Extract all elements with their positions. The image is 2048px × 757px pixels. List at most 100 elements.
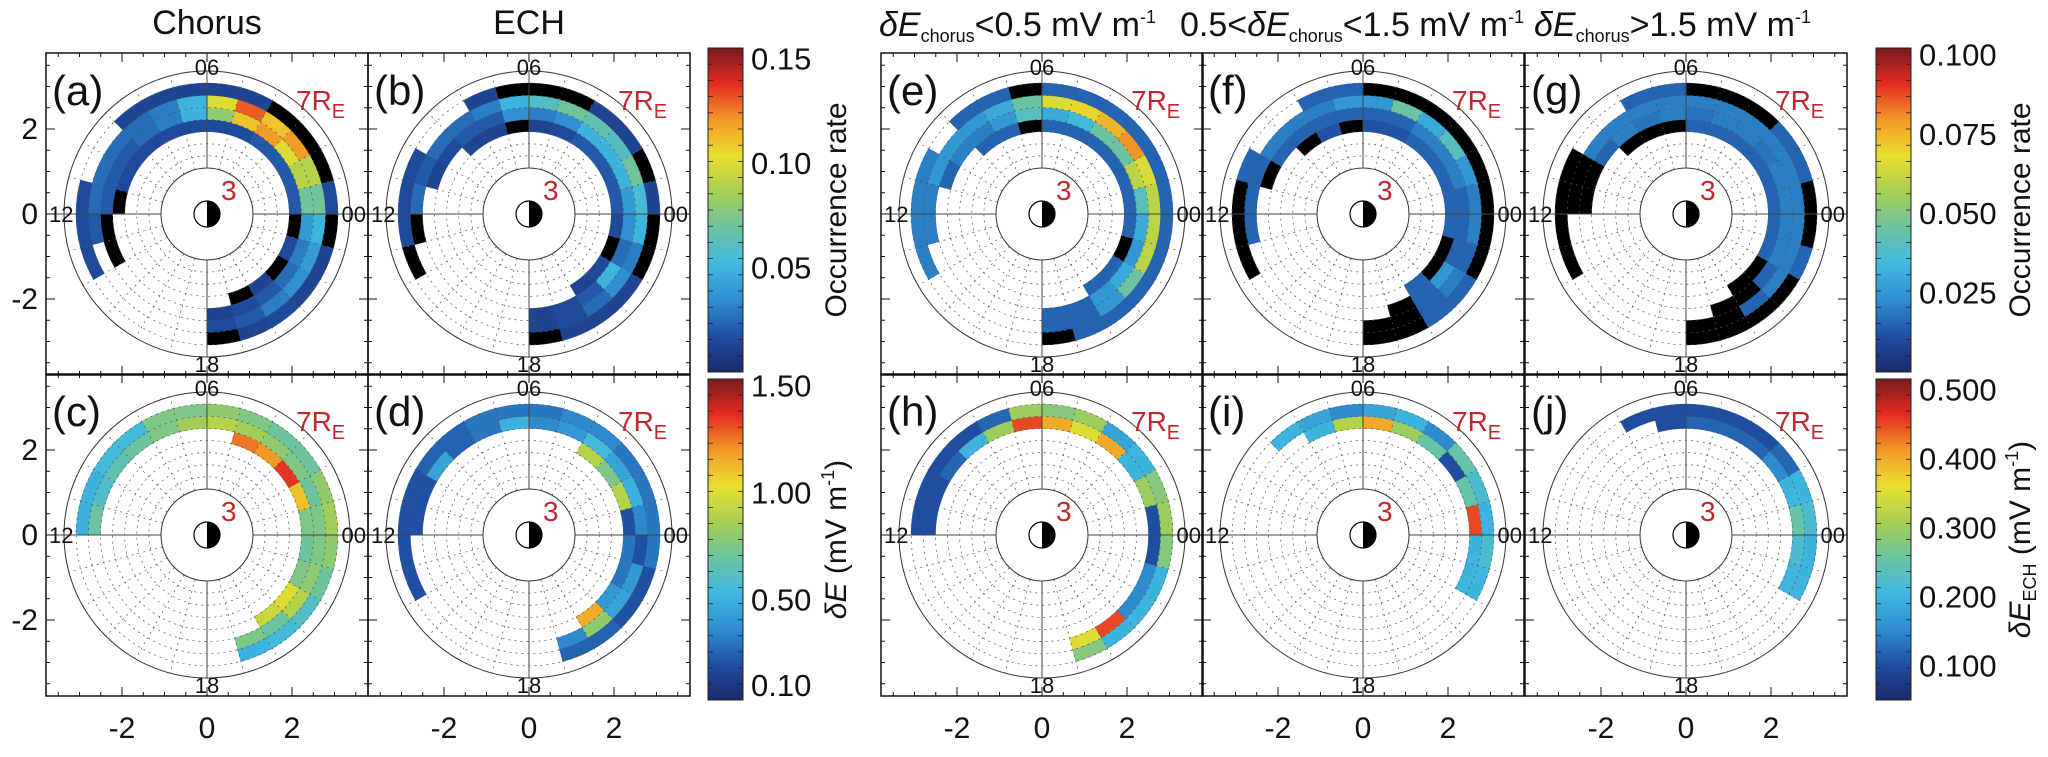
grid-radial bbox=[1697, 396, 1724, 491]
mlt-label-12: 12 bbox=[49, 202, 73, 227]
grid-radial bbox=[1238, 236, 1324, 286]
grid-radial bbox=[903, 225, 998, 252]
grid-radial bbox=[1584, 433, 1654, 503]
grid-radial bbox=[561, 112, 631, 182]
colorbar-occ_left: 0.15 0.10 0.05 Occurrence rate bbox=[707, 41, 853, 373]
outer-radius-label: 7RE bbox=[1452, 85, 1501, 123]
grid-radial bbox=[457, 89, 507, 175]
grid-radial bbox=[1395, 246, 1465, 316]
grid-radial bbox=[1648, 396, 1675, 491]
panel-label: (e) bbox=[887, 67, 938, 114]
grid-radial bbox=[1224, 225, 1319, 252]
grid-radial bbox=[1238, 557, 1324, 607]
group-titles: δEchorus<0.5 mV m-1 0.5<δEchorus<1.5 mV m… bbox=[879, 6, 1811, 46]
mlt-label-06: 06 bbox=[1030, 376, 1054, 401]
y-tick-label: 2 bbox=[21, 113, 38, 146]
grid-radial bbox=[404, 557, 490, 607]
grid-radial bbox=[427, 112, 497, 182]
outer-radius-value: 7R bbox=[618, 406, 654, 437]
grid-radial bbox=[1402, 236, 1488, 286]
outer-radius-value: 7R bbox=[1131, 85, 1167, 116]
outer-radius-label: 7RE bbox=[1131, 406, 1180, 444]
mlt-label-18: 18 bbox=[517, 352, 541, 377]
grid-radial bbox=[1547, 225, 1642, 252]
grid-radial bbox=[540, 579, 567, 674]
grid-radial bbox=[1561, 463, 1647, 513]
colorbar-label-superscript: -1 bbox=[818, 470, 838, 486]
grid-radial bbox=[917, 557, 1003, 607]
x-tick-label: -2 bbox=[109, 712, 136, 745]
x-tick-label: 2 bbox=[284, 712, 301, 745]
grid-radial bbox=[1086, 225, 1181, 252]
earth-night-side-icon bbox=[529, 522, 542, 548]
y-tick-label: -2 bbox=[11, 283, 38, 316]
colorbar-tick-label: 0.10 bbox=[751, 146, 811, 181]
grid-radial bbox=[1395, 112, 1465, 182]
grid-radial bbox=[1074, 112, 1144, 182]
grid-radial bbox=[218, 75, 245, 170]
grid-radial bbox=[427, 246, 497, 316]
colorbar-label-unit: (mV m bbox=[820, 486, 853, 583]
earth-night-side-icon bbox=[1363, 522, 1376, 548]
colorbar-label: δE (mV m-1) bbox=[818, 460, 853, 619]
mlt-label-12: 12 bbox=[371, 523, 395, 548]
grid-radial bbox=[1064, 410, 1114, 496]
inner-radius-label: 3 bbox=[221, 175, 237, 206]
grid-radial bbox=[1053, 396, 1080, 491]
colorbar-label-symbol: δE bbox=[820, 582, 853, 620]
colorbar-tick-label: 0.100 bbox=[1919, 37, 1997, 72]
mlt-label-18: 18 bbox=[1030, 673, 1054, 698]
grid-radial bbox=[1402, 557, 1488, 607]
grid-radial bbox=[246, 557, 332, 607]
grid-radial bbox=[135, 253, 185, 339]
grid-radial bbox=[229, 89, 279, 175]
heatmap-cell bbox=[103, 238, 126, 268]
colorbar-tick-label: 0.075 bbox=[1919, 117, 1997, 152]
panel-d: (d) 06 18 12 00 7RE 3 bbox=[367, 373, 691, 698]
mlt-label-12: 12 bbox=[1205, 202, 1229, 227]
grid-radial bbox=[427, 433, 497, 503]
grid-radial bbox=[970, 89, 1020, 175]
grid-radial bbox=[1402, 142, 1488, 192]
x-tick-label: -2 bbox=[1265, 712, 1292, 745]
grid-radial bbox=[1064, 89, 1114, 175]
grid-radial bbox=[169, 579, 196, 674]
colorbar-tick-label: 0.100 bbox=[1919, 648, 1997, 683]
grid-radial bbox=[1547, 176, 1642, 203]
panel-label: (d) bbox=[374, 388, 425, 435]
grid-radial bbox=[1395, 567, 1465, 637]
x-tick-label: -2 bbox=[431, 712, 458, 745]
grid-radial bbox=[1708, 410, 1758, 496]
group-title-symbol: δE bbox=[1247, 6, 1289, 44]
group-title-symbol: δE bbox=[879, 6, 921, 44]
grid-radial bbox=[1074, 246, 1144, 316]
panel-c: (c) 06 18 12 00 7RE 3 bbox=[45, 373, 369, 698]
grid-radial bbox=[1730, 497, 1825, 524]
earth-night-side-icon bbox=[1042, 522, 1055, 548]
grid-radial bbox=[540, 75, 567, 170]
inner-radius-label: 3 bbox=[1056, 496, 1072, 527]
outer-radius-label: 7RE bbox=[1775, 85, 1824, 123]
outer-radius-value: 7R bbox=[1452, 85, 1488, 116]
outer-radius-value: 7R bbox=[1131, 406, 1167, 437]
colorbar-tick-label: 0.025 bbox=[1919, 276, 1997, 311]
mlt-label-18: 18 bbox=[1674, 673, 1698, 698]
grid-radial bbox=[427, 567, 497, 637]
mlt-label-18: 18 bbox=[195, 673, 219, 698]
grid-radial bbox=[1725, 557, 1811, 607]
grid-radial bbox=[169, 75, 196, 170]
mlt-label-12: 12 bbox=[49, 523, 73, 548]
grid-radial bbox=[105, 112, 175, 182]
grid-radial bbox=[1081, 463, 1167, 513]
panel-f: (f) 06 18 12 00 7RE 3 bbox=[1201, 52, 1525, 377]
grid-radial bbox=[135, 89, 185, 175]
heatmap-cell bbox=[1559, 244, 1584, 280]
colorbars: 0.150.100.05 Occurrence rate1.501.000.500… bbox=[707, 37, 2040, 703]
grid-radial bbox=[1725, 142, 1811, 192]
grid-radial bbox=[239, 246, 309, 316]
mlt-label-06: 06 bbox=[195, 376, 219, 401]
grid-radial bbox=[1374, 579, 1401, 674]
panel-label: (b) bbox=[374, 67, 425, 114]
colorbar-tick-label: 0.500 bbox=[1919, 372, 1997, 407]
